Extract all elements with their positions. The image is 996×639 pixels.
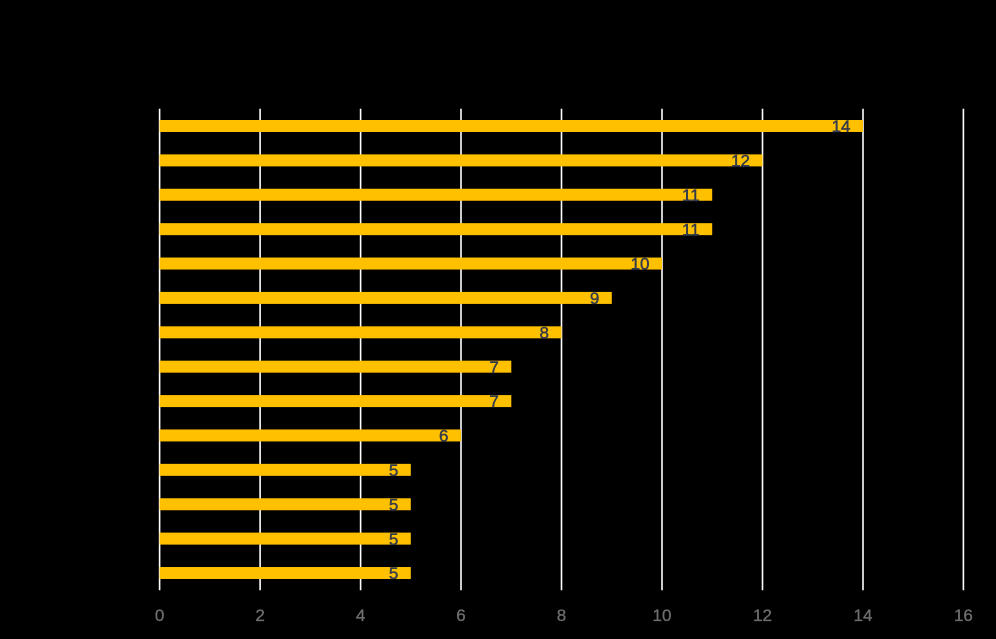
svg-text:2: 2 [255, 606, 264, 625]
svg-text:5: 5 [389, 564, 398, 583]
svg-text:0: 0 [155, 606, 164, 625]
svg-text:9: 9 [590, 289, 599, 308]
svg-text:10: 10 [653, 606, 672, 625]
svg-text:16: 16 [954, 606, 973, 625]
svg-text:8: 8 [557, 606, 566, 625]
svg-text:7: 7 [489, 392, 498, 411]
svg-text:6: 6 [439, 427, 448, 446]
svg-text:7: 7 [489, 358, 498, 377]
svg-text:5: 5 [389, 530, 398, 549]
svg-text:10: 10 [631, 255, 650, 274]
svg-text:11: 11 [682, 186, 700, 205]
svg-text:14: 14 [854, 606, 873, 625]
svg-text:14: 14 [832, 117, 851, 136]
svg-text:6: 6 [456, 606, 465, 625]
svg-text:4: 4 [356, 606, 365, 625]
svg-text:12: 12 [731, 152, 750, 171]
svg-text:5: 5 [389, 461, 398, 480]
svg-text:11: 11 [682, 220, 700, 239]
svg-text:5: 5 [389, 495, 398, 514]
svg-text:12: 12 [753, 606, 772, 625]
svg-text:8: 8 [540, 323, 549, 342]
